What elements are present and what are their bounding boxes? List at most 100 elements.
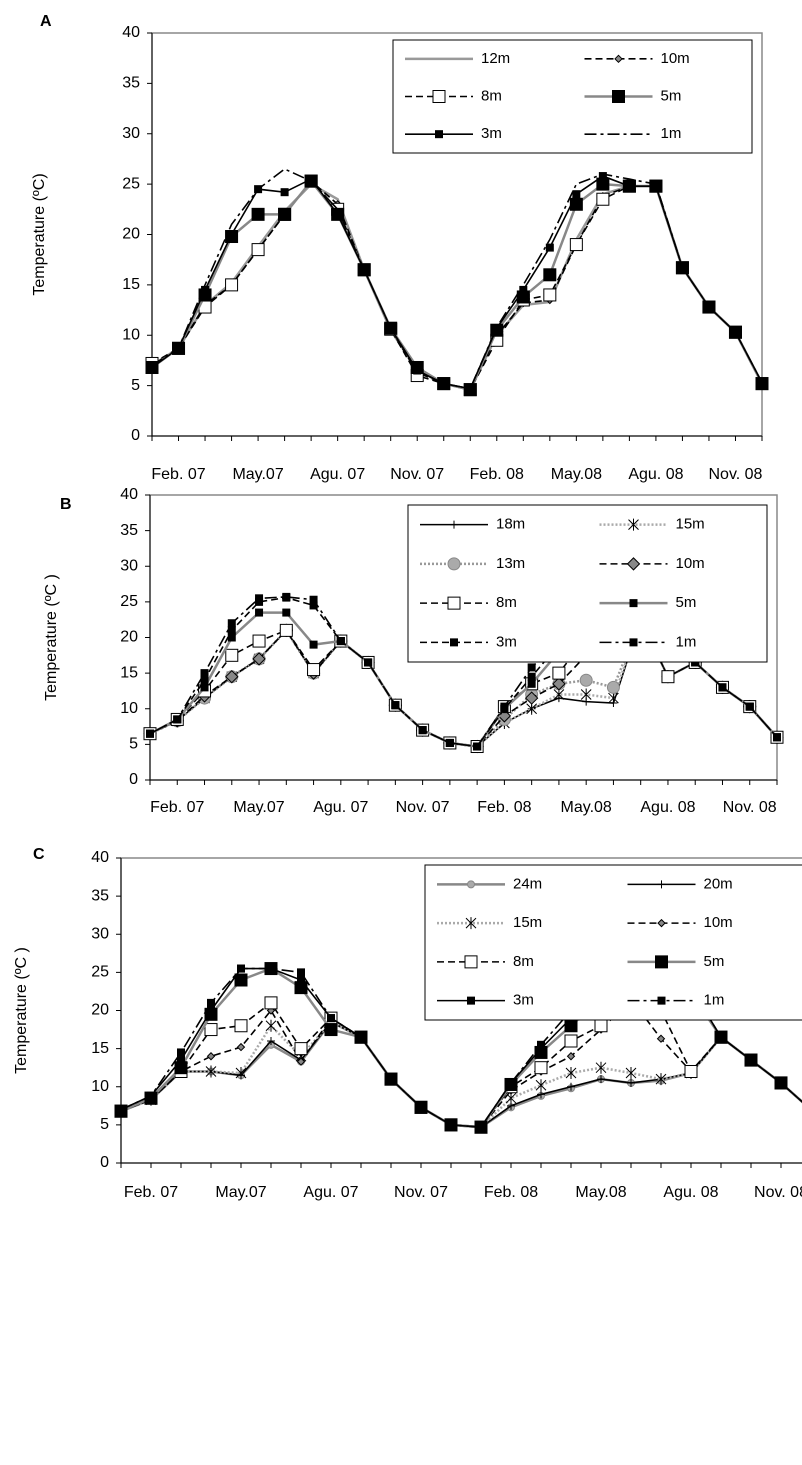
x-tick-label: May.07	[232, 466, 283, 483]
y-tick-label: 0	[100, 1154, 109, 1171]
x-tick-label: May.07	[233, 799, 284, 816]
legend-marker	[450, 638, 458, 647]
marker	[773, 733, 781, 742]
marker	[731, 328, 740, 337]
marker	[543, 288, 557, 302]
marker	[225, 648, 239, 662]
marker	[252, 652, 266, 666]
legend-label: 3m	[481, 125, 502, 142]
legend-marker	[447, 557, 461, 571]
legend-label: 8m	[481, 87, 502, 104]
legend-marker	[435, 130, 443, 139]
marker	[200, 669, 209, 678]
marker	[225, 669, 239, 684]
marker	[234, 973, 248, 987]
marker	[309, 595, 318, 604]
y-axis-label: Temperature (ºC )	[13, 947, 30, 1074]
series-line	[120, 1020, 802, 1129]
marker	[177, 1056, 185, 1065]
marker	[336, 637, 345, 646]
marker	[207, 1006, 215, 1015]
marker	[565, 1067, 577, 1080]
y-tick-label: 25	[91, 964, 109, 981]
legend-marker	[629, 638, 638, 647]
marker	[473, 742, 482, 751]
x-tick-label: Feb. 07	[151, 466, 205, 483]
legend-marker	[614, 54, 623, 64]
x-tick-label: Agu. 07	[303, 1184, 358, 1201]
y-tick-label: 40	[120, 486, 138, 503]
marker	[387, 1075, 395, 1084]
marker	[447, 1120, 455, 1129]
chart-panel: A Temperature (ºC) 0 5 10 15 20 25 30 35 40 Feb. 07…	[31, 13, 769, 483]
legend-label: 15m	[676, 516, 705, 533]
marker	[282, 592, 291, 601]
marker	[357, 1033, 365, 1042]
legend-box	[424, 864, 802, 1021]
y-tick-label: 5	[129, 736, 138, 753]
legend-label: 10m	[676, 555, 705, 572]
marker	[595, 1061, 607, 1074]
marker	[545, 243, 554, 252]
series-line	[151, 179, 763, 391]
legend-label: 15m	[513, 914, 542, 931]
x-tick-label: Agu. 07	[310, 466, 365, 483]
marker	[200, 683, 209, 692]
marker	[204, 1023, 218, 1037]
marker	[527, 679, 536, 688]
marker	[234, 1019, 248, 1033]
marker	[391, 701, 400, 710]
y-tick-label: 0	[129, 771, 138, 788]
marker	[146, 729, 154, 738]
legend-marker	[626, 557, 641, 571]
chart-panel: B Temperature (ºC ) 0 5 10 15 20 25 30 35 40 Feb. 0…	[43, 486, 784, 816]
marker	[500, 702, 509, 711]
x-tick-label: Nov. 07	[396, 799, 450, 816]
y-tick-label: 10	[91, 1078, 109, 1095]
y-tick-label: 35	[122, 75, 140, 92]
marker	[596, 192, 610, 206]
y-tick-label: 5	[131, 377, 140, 394]
legend-marker	[467, 996, 475, 1005]
legend-marker	[657, 996, 666, 1005]
marker	[309, 640, 318, 649]
marker	[606, 680, 620, 694]
marker	[745, 702, 754, 711]
legend-label: 8m	[513, 953, 534, 970]
y-tick-label: 0	[131, 427, 140, 444]
marker	[534, 1061, 548, 1075]
marker	[717, 1033, 725, 1042]
legend-label: 13m	[496, 555, 525, 572]
marker	[608, 692, 619, 705]
x-tick-label: Nov. 07	[390, 466, 444, 483]
marker	[255, 594, 264, 603]
y-tick-label: 35	[91, 887, 109, 904]
marker	[625, 1067, 637, 1080]
legend-label: 10m	[704, 914, 733, 931]
series-line	[151, 179, 764, 392]
legend-marker	[467, 880, 475, 889]
marker	[307, 663, 321, 677]
x-tick-label: Feb. 07	[150, 799, 204, 816]
marker	[569, 238, 583, 252]
x-tick-label: May.08	[561, 799, 612, 816]
legend-label: 24m	[513, 875, 542, 892]
marker	[364, 658, 373, 667]
legend-label: 12m	[481, 50, 510, 67]
legend-marker	[657, 880, 666, 889]
legend-marker	[612, 90, 625, 103]
marker	[324, 1023, 338, 1037]
y-tick-label: 30	[122, 125, 140, 142]
marker	[147, 1091, 155, 1100]
marker	[684, 1065, 698, 1078]
legend-label: 3m	[496, 633, 517, 650]
marker	[661, 670, 675, 684]
marker	[552, 666, 566, 680]
x-tick-label: Agu. 08	[663, 1184, 718, 1201]
legend-marker	[628, 518, 639, 531]
x-tick-label: Feb. 08	[477, 799, 531, 816]
y-tick-label: 35	[120, 522, 138, 539]
marker	[656, 1034, 666, 1043]
marker	[267, 964, 275, 973]
